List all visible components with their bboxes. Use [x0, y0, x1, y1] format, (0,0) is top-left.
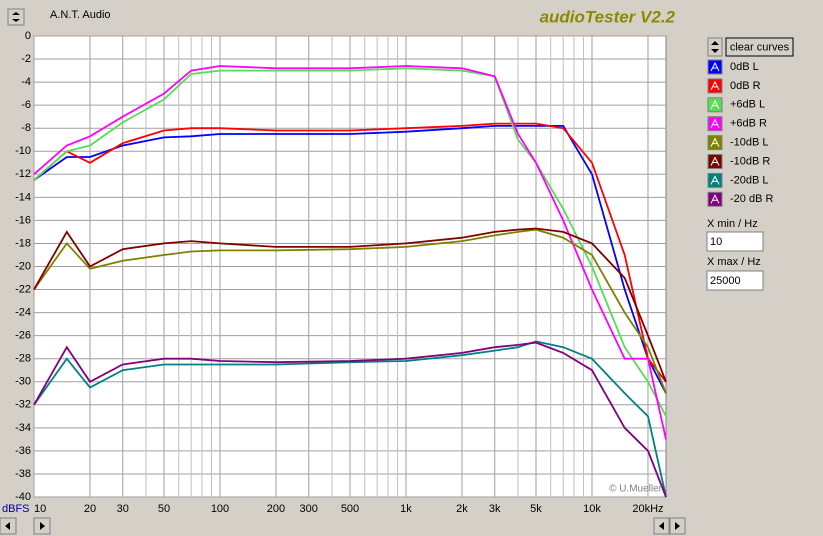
copyright: © U.Mueller [609, 484, 663, 495]
legend-label: 0dB L [730, 61, 759, 73]
legend-icon [710, 175, 720, 185]
y-tick-label: -10 [15, 145, 31, 157]
y-tick-label: -16 [15, 214, 31, 226]
xmin-label: X min / Hz [707, 218, 758, 230]
y-tick-label: -36 [15, 445, 31, 457]
xmax-value[interactable]: 25000 [710, 275, 741, 287]
curve [33, 65, 667, 440]
y-tick-label: -34 [15, 422, 31, 434]
legend-entry[interactable]: +6dB L [707, 97, 765, 113]
legend-label: -10dB L [730, 137, 769, 149]
legend-entry[interactable]: 0dB L [707, 59, 759, 75]
legend-entry[interactable]: -20 dB R [707, 191, 773, 207]
x-tick-label: 10k [583, 503, 601, 515]
legend-icon [710, 194, 720, 204]
y-tick-label: -40 [15, 491, 31, 503]
y-tick-label: -24 [15, 307, 31, 319]
xmax-input[interactable] [706, 270, 764, 291]
legend-entry[interactable]: 0dB R [707, 78, 761, 94]
y-tick-label: -26 [15, 330, 31, 342]
legend-icon [710, 80, 720, 91]
clear-button-label[interactable]: clear curves [730, 41, 790, 53]
legend-entry[interactable]: -10dB L [707, 135, 769, 151]
curve [33, 122, 667, 383]
xmax-label: X max / Hz [707, 256, 761, 268]
x-tick-label: 30 [117, 503, 129, 515]
legend-icon [710, 118, 720, 128]
y-tick-label: -2 [21, 53, 31, 65]
y-tick-label: -12 [15, 168, 31, 180]
curve [33, 341, 667, 498]
y-tick-label: -4 [21, 76, 31, 88]
x-tick-label: 500 [341, 503, 359, 515]
y-tick-label: -22 [15, 283, 31, 295]
x-tick-label: 50 [158, 503, 170, 515]
x-tick-label: 10 [34, 503, 46, 515]
x-tick-label: 5k [530, 503, 542, 515]
x-tick-label: 100 [211, 503, 229, 515]
xmin-input[interactable] [706, 231, 764, 252]
app-title: audioTester V2.2 [540, 7, 676, 26]
y-tick-label: -30 [15, 376, 31, 388]
legend-icon [710, 137, 720, 147]
y-tick-label: -32 [15, 399, 31, 411]
curve [33, 340, 667, 498]
y-tick-label: -14 [15, 191, 31, 203]
x-tick-label: 300 [300, 503, 318, 515]
right-spinner[interactable] [707, 37, 723, 57]
clear-button[interactable]: clear curves [725, 37, 794, 57]
top-spinner[interactable] [7, 8, 25, 26]
y-tick-label: -18 [15, 237, 31, 249]
xmin-value[interactable]: 10 [710, 236, 722, 248]
legend-icon [710, 61, 720, 72]
legend-label: 0dB R [730, 80, 761, 92]
y-unit: dBFS [2, 503, 30, 515]
legend-label: -10dB R [730, 155, 770, 167]
curve [33, 67, 667, 417]
scrollbar-right[interactable] [653, 517, 686, 535]
y-tick-label: -20 [15, 260, 31, 272]
legend-icon [710, 99, 720, 110]
curve [33, 228, 667, 394]
scrollbar-left[interactable] [0, 517, 51, 535]
y-tick-label: -6 [21, 99, 31, 111]
legend-entry[interactable]: -20dB L [707, 172, 769, 188]
legend-entry[interactable]: +6dB R [707, 116, 767, 132]
x-tick-label: 20 [84, 503, 96, 515]
legend-label: -20 dB R [730, 193, 773, 205]
legend-label: +6dB R [730, 118, 767, 130]
x-tick-label: 1k [400, 503, 412, 515]
legend-label: +6dB L [730, 99, 765, 111]
curve [33, 125, 667, 394]
legend-icon [710, 156, 720, 166]
legend-entry[interactable]: -10dB R [707, 154, 770, 169]
y-tick-label: -38 [15, 468, 31, 480]
y-tick-label: -8 [21, 122, 31, 134]
y-tick-label: 0 [25, 30, 31, 42]
curve [33, 227, 667, 383]
x-tick-label: 3k [489, 503, 501, 515]
x-tick-label: 20kHz [632, 503, 663, 515]
legend-label: -20dB L [730, 174, 769, 186]
x-tick-label: 2k [456, 503, 468, 515]
brand: A.N.T. Audio [50, 9, 111, 21]
y-tick-label: -28 [15, 353, 31, 365]
x-tick-label: 200 [267, 503, 285, 515]
